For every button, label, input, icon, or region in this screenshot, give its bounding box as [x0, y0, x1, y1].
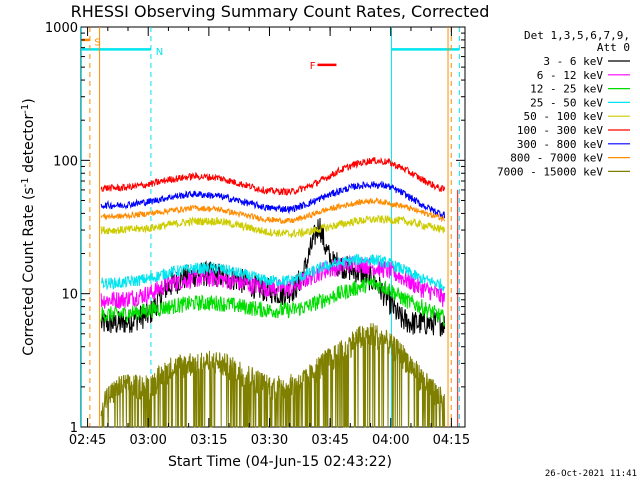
x-tick-label: 03:30 [251, 433, 288, 448]
x-tick-label: 04:15 [433, 433, 470, 448]
x-tick-label: 03:00 [129, 433, 166, 448]
legend-label: 300 - 800 keV [517, 138, 603, 151]
flare-label: F [310, 61, 316, 72]
chart-title: RHESSI Observing Summary Count Rates, Co… [71, 2, 490, 21]
legend-label: 6 - 12 keV [537, 69, 604, 82]
y-axis-label-sup: -1 [20, 177, 31, 187]
series-line-9 [100, 323, 446, 428]
y-axis-label: Corrected Count Rate (s-1 detector-1) [20, 98, 37, 355]
y-axis-label-tail: detector [21, 114, 37, 178]
legend-header: Att 0 [597, 41, 630, 54]
y-tick-label: 1 [70, 421, 78, 436]
saa-label: S [94, 37, 100, 48]
series-line-6 [100, 156, 446, 196]
legend-header: Det 1,3,5,6,7,9, [524, 29, 630, 42]
series-line-7 [100, 180, 446, 219]
x-axis-label: Start Time (04-Jun-15 02:43:22) [168, 454, 392, 470]
legend-label: 100 - 300 keV [517, 124, 603, 137]
plot-area: S N F 1 10 100 1000 02:45 03:00 03:15 03:30 03:45 0… [45, 21, 470, 448]
x-tick-label: 02:45 [69, 433, 106, 448]
y-tick-label: 1000 [45, 21, 78, 36]
legend-label: 25 - 50 keV [530, 96, 603, 109]
timestamp: 26-Oct-2021 11:41 [545, 469, 637, 479]
x-tick-label: 03:45 [311, 433, 348, 448]
legend-label: 12 - 25 keV [530, 83, 603, 96]
night-label: N [156, 47, 163, 58]
legend-label: 50 - 100 keV [524, 110, 604, 123]
legend-label: 800 - 7000 keV [510, 152, 603, 165]
legend-label: 7000 - 15000 keV [497, 165, 603, 178]
y-axis-label-end: ) [21, 98, 37, 103]
y-axis-label-sup2: -1 [20, 104, 31, 114]
legend-label: 3 - 6 keV [543, 55, 603, 68]
x-tick-label: 04:00 [372, 433, 409, 448]
series-line-4 [100, 253, 446, 292]
y-tick-label: 10 [61, 288, 78, 303]
series-line-3 [100, 276, 446, 327]
y-axis-label-main: Corrected Count Rate (s [21, 187, 37, 355]
x-tick-label: 03:15 [190, 433, 227, 448]
series-line-5 [100, 214, 446, 239]
y-tick-label: 100 [53, 154, 78, 169]
series-line-8 [100, 196, 446, 225]
